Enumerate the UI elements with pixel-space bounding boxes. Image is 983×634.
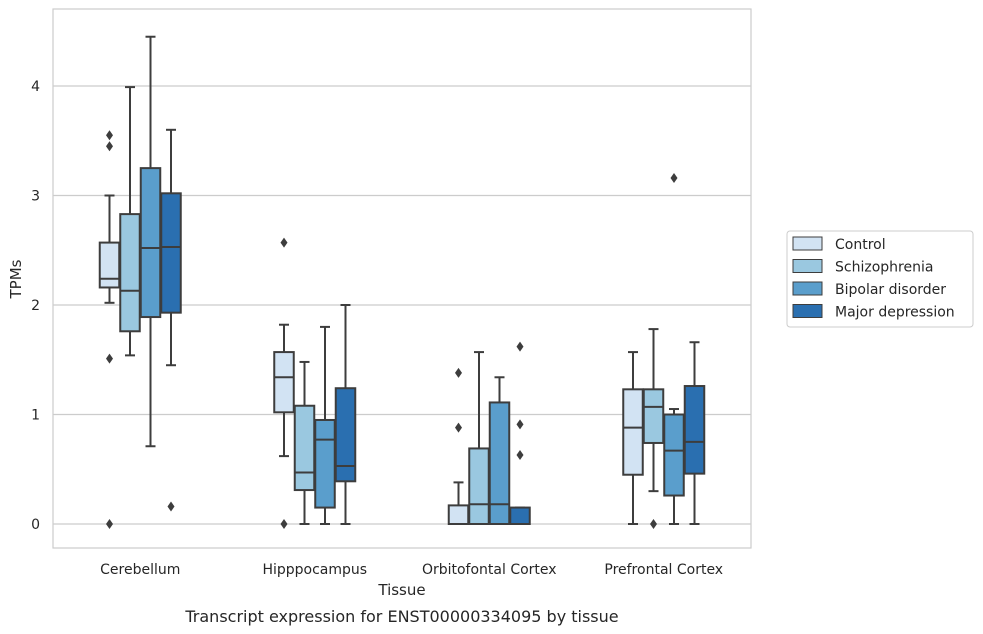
box-orbitofontal-cortex-bipolar-disorder (488, 376, 511, 525)
y-tick-label: 0 (31, 517, 40, 533)
legend: Control Schizophrenia Bipolar disorder Majo… (786, 230, 974, 328)
box-iqr (488, 401, 511, 525)
box-iqr (468, 447, 490, 526)
box-iqr (642, 388, 665, 444)
outlier-point (650, 519, 657, 529)
legend-label: Control (835, 237, 886, 253)
legend-frame (786, 230, 974, 328)
box-orbitofontal-cortex-control (447, 367, 470, 526)
box-cerebellum-bipolar-disorder (139, 35, 162, 448)
legend-label: Major depression (835, 305, 955, 321)
outlier-point (280, 519, 288, 529)
outlier-point (516, 450, 524, 461)
outlier-point (167, 501, 175, 512)
box-cerebellum-control (98, 130, 121, 529)
outlier-point (106, 141, 113, 152)
box-iqr (334, 387, 357, 483)
outlier-point (670, 172, 678, 183)
box-prefrontal-cortex-bipolar-disorder (663, 172, 685, 525)
x-tick-label: Hipppocampus (262, 562, 367, 578)
legend-items: Control Schizophrenia Bipolar disorder Majo… (792, 236, 955, 321)
outlier-point (280, 237, 288, 248)
outlier-point (106, 519, 113, 529)
x-tick-label: Cerebellum (100, 562, 180, 578)
legend-swatch (792, 236, 823, 251)
box-cerebellum-major-depression (160, 128, 182, 512)
box-hipppocampus-control (273, 237, 295, 529)
box-iqr (139, 167, 162, 319)
outlier-point (106, 130, 113, 141)
outlier-point (516, 341, 524, 352)
box-iqr (663, 413, 685, 497)
box-iqr (509, 506, 531, 526)
box-hipppocampus-bipolar-disorder (314, 325, 336, 525)
legend-label: Schizophrenia (835, 260, 933, 276)
box-iqr (622, 388, 644, 476)
chart-title: Transcript expression for ENST0000033409… (184, 607, 618, 626)
x-tick-labels: Cerebellum Hipppocampus Orbitofontal Corte… (100, 562, 723, 578)
box-iqr (160, 192, 182, 314)
legend-swatch (792, 281, 823, 296)
outlier-point (455, 422, 462, 433)
y-tick-label: 2 (31, 298, 40, 314)
y-tick-labels: 0 1 2 3 4 (31, 79, 40, 533)
legend-swatch (792, 259, 823, 273)
outlier-point (516, 419, 524, 430)
outlier-point (106, 353, 113, 364)
box-hipppocampus-major-depression (334, 304, 357, 525)
legend-label: Bipolar disorder (835, 282, 946, 298)
box-orbitofontal-cortex-major-depression (509, 341, 531, 526)
y-tick-label: 1 (31, 408, 40, 424)
box-iqr (98, 241, 121, 289)
x-tick-label: Orbitofontal Cortex (422, 562, 557, 578)
x-tick-label: Prefrontal Cortex (604, 562, 723, 578)
box-prefrontal-cortex-major-depression (683, 341, 706, 525)
box-iqr (447, 504, 470, 526)
box-iqr (119, 213, 141, 333)
box-series (98, 35, 706, 529)
box-hipppocampus-schizophrenia (293, 360, 316, 525)
y-tick-label: 3 (31, 189, 40, 205)
outlier-point (455, 367, 462, 378)
box-iqr (314, 418, 336, 509)
box-iqr (683, 385, 706, 475)
y-tick-label: 4 (31, 79, 40, 95)
y-axis-label: TPMs (7, 259, 25, 299)
legend-swatch (792, 304, 823, 318)
x-axis-label: Tissue (377, 581, 425, 599)
box-iqr (293, 404, 316, 492)
box-iqr (273, 351, 295, 414)
